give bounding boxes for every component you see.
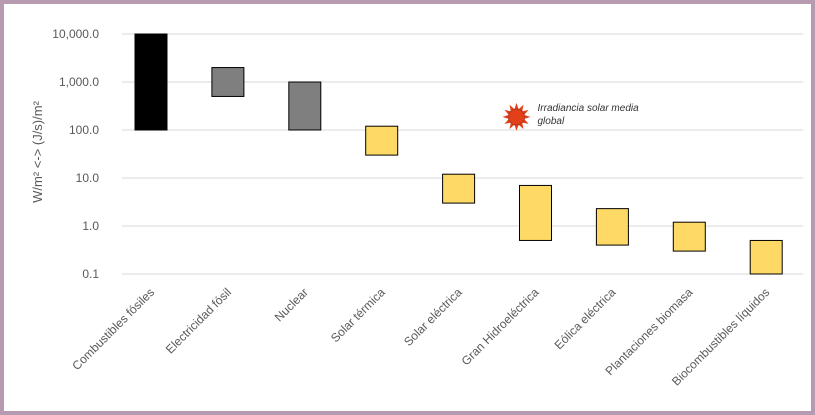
sun-disc bbox=[508, 108, 525, 126]
sun-ray bbox=[504, 119, 511, 124]
sun-ray bbox=[522, 119, 529, 124]
range-bar bbox=[749, 239, 783, 275]
x-category-label: Plantaciones biomasa bbox=[603, 285, 696, 378]
sun-ray bbox=[502, 115, 509, 119]
y-tick-label: 10,000.0 bbox=[52, 27, 99, 41]
annotation-line-2: global bbox=[538, 116, 565, 127]
y-axis-ticks: 0.1 1.0 10.0 100.0 1,000.0 10,000.0 bbox=[52, 27, 99, 281]
y-tick-label: 1,000.0 bbox=[59, 75, 99, 89]
y-tick-label: 0.1 bbox=[82, 267, 99, 281]
x-category-label: Eólica eléctrica bbox=[552, 285, 619, 352]
sun-ray bbox=[514, 125, 519, 131]
range-bar bbox=[211, 67, 245, 97]
x-category-label: Combustibles fósiles bbox=[69, 285, 157, 373]
y-axis-label: W/m² <-> (J/s)/m² bbox=[30, 100, 45, 202]
x-category-label: Gran Hidroeléctrica bbox=[459, 285, 542, 368]
y-tick-label: 1.0 bbox=[82, 219, 99, 233]
solar-annotation: Irradiancia solar media global bbox=[502, 102, 640, 131]
sun-ray bbox=[519, 123, 524, 130]
sun-ray bbox=[524, 115, 531, 119]
sun-ray bbox=[504, 109, 511, 115]
annotation-line-1: Irradiancia solar media bbox=[538, 103, 640, 114]
range-bar bbox=[365, 125, 399, 156]
sun-ray bbox=[519, 104, 524, 111]
x-category-label: Solar térmica bbox=[328, 285, 388, 345]
y-tick-label: 100.0 bbox=[69, 123, 99, 137]
sun-ray bbox=[514, 102, 519, 109]
range-bar bbox=[288, 81, 322, 131]
y-tick-label: 10.0 bbox=[76, 171, 100, 185]
range-bar bbox=[442, 173, 476, 204]
range-bars bbox=[134, 33, 783, 275]
x-category-label: Solar eléctrica bbox=[401, 285, 465, 349]
sun-icon bbox=[502, 102, 531, 131]
sun-ray bbox=[509, 104, 514, 111]
range-bar bbox=[134, 33, 168, 131]
range-bar bbox=[595, 208, 629, 246]
x-category-label: Electricidad fósil bbox=[163, 285, 234, 356]
sun-ray bbox=[522, 109, 529, 115]
range-bar bbox=[519, 184, 552, 241]
x-axis-categories: Combustibles fósiles Electricidad fósil Nu… bbox=[69, 285, 772, 389]
sun-ray bbox=[509, 123, 514, 130]
range-bar bbox=[672, 221, 706, 252]
x-category-label: Nuclear bbox=[272, 285, 311, 324]
